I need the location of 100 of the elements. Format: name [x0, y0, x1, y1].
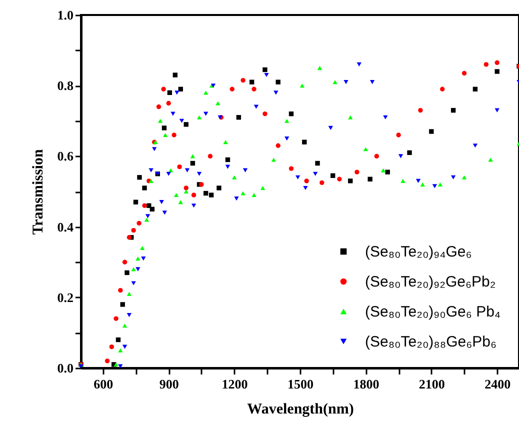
legend-label: (Se₈₀Te₂₀)₉₄Ge₆: [365, 244, 472, 260]
point: [398, 154, 404, 158]
point: [374, 154, 379, 159]
point: [429, 129, 434, 134]
point: [303, 186, 308, 190]
point: [472, 86, 478, 92]
point: [385, 170, 390, 174]
point: [450, 175, 456, 180]
y-tick-label: 0.4: [57, 219, 74, 234]
point: [304, 178, 309, 184]
point: [104, 358, 110, 364]
point: [332, 80, 338, 84]
point: [114, 316, 118, 321]
point: [190, 160, 196, 166]
x-tick-label: 1500: [288, 376, 314, 392]
point: [216, 101, 220, 106]
x-tick-label: 1200: [222, 376, 248, 392]
point: [208, 192, 214, 198]
point: [131, 228, 136, 233]
point: [118, 288, 123, 293]
point: [418, 108, 423, 113]
point: [172, 72, 178, 78]
point: [363, 147, 368, 152]
point: [203, 90, 208, 95]
point: [432, 184, 438, 188]
point: [140, 246, 145, 250]
point: [264, 72, 269, 78]
point: [284, 118, 290, 123]
point: [262, 112, 268, 116]
point: [178, 200, 183, 204]
point: [302, 140, 307, 144]
point: [223, 140, 228, 144]
point: [120, 302, 125, 307]
point: [152, 147, 157, 152]
legend-label: (Se₈₀Te₂₀)₈₈Ge₆Pb₆: [365, 334, 497, 350]
point: [136, 267, 140, 272]
point: [300, 84, 305, 88]
point: [368, 176, 372, 182]
point: [122, 344, 128, 349]
point: [162, 126, 167, 130]
point: [240, 191, 246, 196]
point: [348, 178, 353, 184]
point: [288, 111, 294, 116]
point: [400, 178, 406, 183]
point: [484, 62, 488, 67]
point: [330, 173, 336, 178]
point: [312, 172, 318, 176]
point: [156, 104, 162, 110]
point: [166, 100, 171, 106]
point: [225, 157, 230, 162]
legend-label: (Se₈₀Te₂₀)₉₂Ge₆Pb₂: [365, 274, 496, 290]
point: [168, 168, 174, 172]
point: [196, 172, 202, 176]
point: [462, 175, 467, 180]
point: [276, 143, 280, 148]
point: [144, 218, 150, 222]
point: [320, 180, 324, 186]
point: [440, 86, 445, 92]
point: [396, 132, 401, 138]
point: [126, 235, 132, 240]
point: [118, 348, 123, 352]
point: [184, 189, 188, 194]
x-tick-label: 2400: [484, 376, 511, 392]
point: [337, 176, 342, 182]
y-axis-title: Transmission: [30, 148, 46, 235]
point: [196, 115, 202, 120]
point: [116, 337, 121, 342]
point: [225, 164, 230, 169]
point: [462, 70, 467, 76]
point: [184, 186, 188, 190]
point: [438, 182, 443, 186]
point: [249, 80, 254, 84]
legend-label: (Se₈₀Te₂₀)₉₀Ge₆ Pb₄: [365, 304, 501, 320]
point: [252, 86, 256, 92]
point: [356, 62, 362, 66]
point: [230, 86, 234, 92]
point: [161, 86, 166, 92]
point: [133, 200, 138, 204]
x-tick-label: 900: [159, 376, 179, 392]
point: [174, 90, 180, 95]
y-tick-label: 0.8: [57, 78, 74, 94]
point: [208, 154, 213, 159]
x-tick-label: 1800: [353, 376, 380, 392]
point: [136, 220, 142, 226]
point: [191, 204, 196, 208]
point: [232, 175, 237, 180]
point: [380, 168, 386, 172]
point: [488, 158, 493, 162]
point: [174, 193, 179, 198]
point: [348, 115, 353, 120]
point: [274, 90, 278, 95]
point: [407, 150, 412, 156]
x-tick-label: 600: [94, 376, 114, 392]
point: [472, 144, 478, 148]
point: [126, 313, 132, 318]
point: [184, 168, 190, 172]
point: [126, 292, 132, 296]
point: [271, 158, 276, 162]
point: [142, 186, 147, 190]
point: [420, 182, 425, 186]
